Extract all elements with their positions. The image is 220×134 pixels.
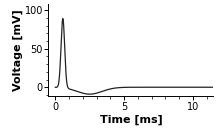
Y-axis label: Voltage [mV]: Voltage [mV] bbox=[13, 9, 23, 91]
X-axis label: Time [ms]: Time [ms] bbox=[99, 115, 162, 125]
